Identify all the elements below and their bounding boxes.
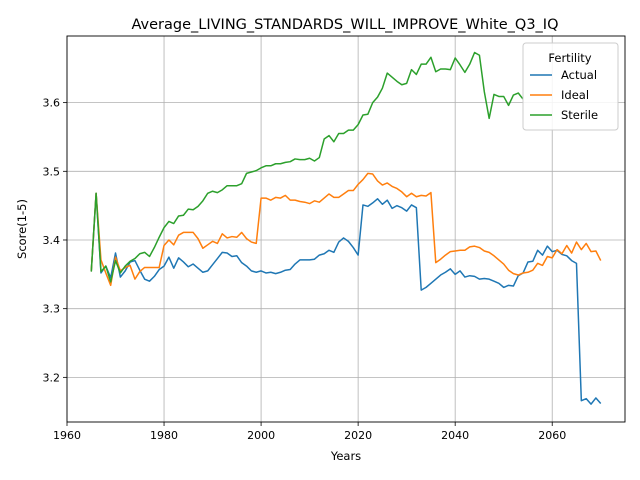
legend-label-actual: Actual: [561, 68, 597, 82]
chart-title: Average_LIVING_STANDARDS_WILL_IMPROVE_Wh…: [131, 17, 558, 33]
x-tick-label: 2060: [538, 429, 566, 442]
series-line-ideal: [90, 172, 602, 287]
legend-label-ideal: Ideal: [561, 88, 589, 102]
x-tick-label: 2040: [441, 429, 469, 442]
legend-label-sterile: Sterile: [561, 108, 598, 122]
x-tick-label: 2020: [344, 429, 372, 442]
y-tick-label: 3.6: [43, 97, 61, 110]
legend: Fertility Actual Ideal Sterile: [522, 42, 619, 131]
series-line-sterile: [90, 51, 524, 283]
y-tick-label: 3.2: [43, 371, 61, 384]
plot-frame: [66, 35, 626, 423]
series-line-actual: [90, 192, 602, 405]
y-tick-label: 3.3: [43, 303, 61, 316]
series-lines: [90, 51, 602, 405]
x-tick-label: 1980: [150, 429, 178, 442]
x-tick-label: 2000: [247, 429, 275, 442]
y-tick-label: 3.5: [43, 165, 61, 178]
axis-ticks: 1960 1980 2000 2020 2040 2060 3.2 3.3 3.4 3.5 3.6: [43, 97, 567, 442]
legend-box: [522, 42, 619, 131]
y-tick-label: 3.4: [43, 234, 61, 247]
y-axis-label: Score(1-5): [15, 199, 29, 259]
legend-title: Fertility: [548, 51, 591, 65]
x-axis-label: Years: [330, 449, 361, 463]
x-tick-label: 1960: [53, 429, 81, 442]
